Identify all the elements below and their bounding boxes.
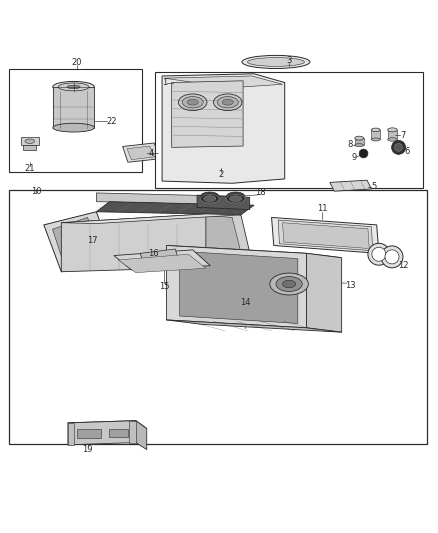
Text: 21: 21 bbox=[25, 164, 35, 173]
Polygon shape bbox=[166, 246, 342, 258]
Ellipse shape bbox=[388, 138, 397, 141]
Polygon shape bbox=[164, 76, 283, 88]
Circle shape bbox=[359, 149, 368, 158]
Polygon shape bbox=[53, 87, 95, 128]
Text: 10: 10 bbox=[31, 187, 41, 196]
Bar bbox=[21, 138, 39, 145]
Text: 22: 22 bbox=[106, 117, 117, 126]
Polygon shape bbox=[172, 81, 243, 147]
Polygon shape bbox=[96, 193, 241, 205]
Circle shape bbox=[368, 243, 390, 265]
Polygon shape bbox=[166, 320, 342, 332]
Circle shape bbox=[381, 246, 403, 268]
Polygon shape bbox=[307, 253, 342, 332]
Text: 20: 20 bbox=[71, 58, 82, 67]
Ellipse shape bbox=[67, 85, 80, 88]
Ellipse shape bbox=[53, 123, 95, 132]
Ellipse shape bbox=[371, 138, 380, 141]
Text: 12: 12 bbox=[399, 261, 409, 270]
Circle shape bbox=[385, 250, 399, 264]
Text: 8: 8 bbox=[348, 140, 353, 149]
Circle shape bbox=[392, 140, 406, 155]
Ellipse shape bbox=[214, 94, 242, 110]
Polygon shape bbox=[123, 143, 160, 162]
Polygon shape bbox=[197, 195, 250, 209]
Polygon shape bbox=[127, 146, 155, 159]
Polygon shape bbox=[388, 130, 397, 140]
Ellipse shape bbox=[226, 192, 245, 201]
Ellipse shape bbox=[182, 96, 203, 108]
Ellipse shape bbox=[187, 99, 198, 105]
Polygon shape bbox=[371, 130, 380, 140]
Text: 17: 17 bbox=[87, 236, 97, 245]
Ellipse shape bbox=[247, 58, 304, 66]
Text: 4: 4 bbox=[148, 149, 154, 158]
Text: 16: 16 bbox=[148, 249, 159, 258]
Text: 2: 2 bbox=[219, 170, 224, 179]
Ellipse shape bbox=[223, 99, 233, 105]
Bar bbox=[9, 190, 427, 444]
Polygon shape bbox=[114, 250, 210, 270]
Ellipse shape bbox=[217, 96, 238, 108]
Polygon shape bbox=[68, 421, 147, 431]
Polygon shape bbox=[136, 421, 147, 449]
Text: 6: 6 bbox=[405, 147, 410, 156]
Ellipse shape bbox=[204, 196, 216, 201]
Circle shape bbox=[395, 143, 403, 151]
Text: 11: 11 bbox=[317, 204, 327, 213]
Text: 3: 3 bbox=[286, 56, 292, 65]
Polygon shape bbox=[162, 74, 285, 183]
Polygon shape bbox=[68, 421, 136, 445]
Ellipse shape bbox=[178, 94, 207, 110]
Polygon shape bbox=[68, 423, 74, 445]
Polygon shape bbox=[129, 421, 136, 442]
Text: 18: 18 bbox=[255, 188, 266, 197]
Ellipse shape bbox=[276, 277, 302, 292]
Ellipse shape bbox=[270, 273, 308, 295]
Text: 19: 19 bbox=[82, 445, 93, 454]
Ellipse shape bbox=[230, 196, 242, 201]
Polygon shape bbox=[61, 214, 241, 223]
Ellipse shape bbox=[371, 128, 380, 132]
Ellipse shape bbox=[25, 139, 35, 143]
Ellipse shape bbox=[388, 128, 397, 132]
Ellipse shape bbox=[53, 82, 95, 92]
Polygon shape bbox=[118, 254, 206, 273]
Text: 1: 1 bbox=[162, 78, 167, 87]
Ellipse shape bbox=[355, 136, 364, 140]
Bar bbox=[155, 71, 423, 188]
Polygon shape bbox=[330, 180, 371, 191]
Polygon shape bbox=[278, 220, 373, 251]
Text: 15: 15 bbox=[159, 282, 170, 290]
Circle shape bbox=[372, 247, 386, 261]
Polygon shape bbox=[53, 217, 101, 270]
Bar bbox=[109, 429, 128, 437]
Text: 5: 5 bbox=[372, 182, 377, 191]
Bar bbox=[23, 145, 36, 150]
Ellipse shape bbox=[201, 194, 219, 203]
Ellipse shape bbox=[242, 55, 310, 69]
Ellipse shape bbox=[226, 194, 245, 203]
Polygon shape bbox=[61, 214, 206, 272]
Polygon shape bbox=[96, 201, 254, 215]
Text: 13: 13 bbox=[345, 281, 356, 290]
Polygon shape bbox=[272, 217, 379, 253]
Text: 9: 9 bbox=[351, 154, 357, 163]
Polygon shape bbox=[283, 223, 369, 248]
Polygon shape bbox=[180, 251, 298, 324]
Polygon shape bbox=[197, 215, 245, 270]
Bar bbox=[77, 429, 101, 438]
Bar bbox=[9, 69, 142, 172]
Text: 7: 7 bbox=[400, 131, 406, 140]
Polygon shape bbox=[193, 212, 254, 271]
Ellipse shape bbox=[355, 143, 364, 147]
Polygon shape bbox=[140, 249, 180, 265]
Polygon shape bbox=[166, 246, 307, 328]
Ellipse shape bbox=[283, 280, 296, 288]
Text: 14: 14 bbox=[240, 298, 251, 307]
Polygon shape bbox=[44, 212, 114, 272]
Ellipse shape bbox=[201, 192, 219, 201]
Ellipse shape bbox=[58, 83, 89, 91]
Polygon shape bbox=[355, 138, 364, 145]
